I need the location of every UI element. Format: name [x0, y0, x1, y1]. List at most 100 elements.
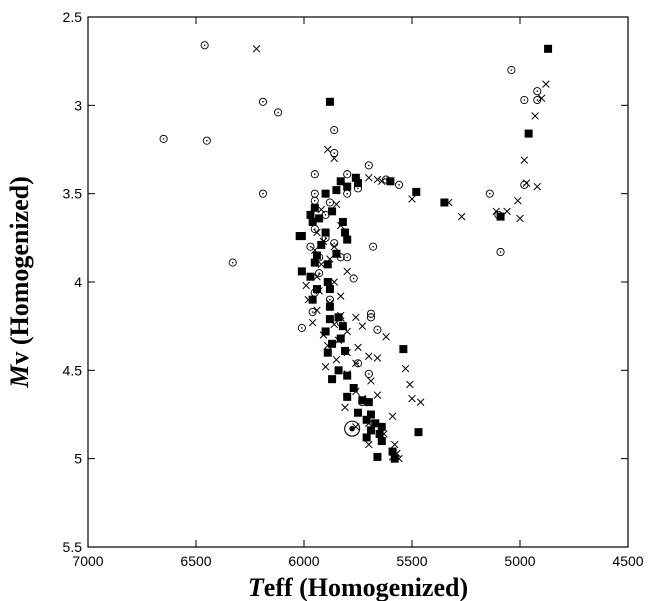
circle-dot-point [343, 189, 352, 198]
square-point [323, 348, 332, 357]
y-tick-label: 4 [74, 274, 82, 290]
cross-point [373, 175, 382, 184]
cross-point [336, 311, 345, 320]
cross-point [408, 394, 416, 403]
square-point [308, 295, 317, 304]
cross-point [313, 306, 321, 315]
cross-point [416, 398, 425, 406]
cross-point [358, 322, 367, 330]
cross-point [378, 177, 386, 186]
y-axis-title-rest: v (Homogenized) [5, 176, 34, 364]
circle-dot-point [485, 189, 494, 198]
cross-point [326, 299, 334, 307]
square-point [310, 203, 319, 212]
circle-dot-point [366, 313, 376, 322]
cross-point [352, 313, 360, 322]
cross-point [311, 246, 319, 254]
y-tick-label: 3 [74, 97, 82, 113]
x-tick-label: 7000 [72, 553, 103, 569]
cross-point [324, 341, 332, 350]
cross-point [354, 343, 362, 352]
square-point [414, 428, 423, 437]
circle-dot-point [373, 325, 382, 334]
cross-point [393, 449, 401, 458]
square-point [341, 228, 350, 237]
cross-point [313, 228, 321, 237]
square-point [306, 210, 315, 219]
square-point [336, 177, 345, 186]
cross-point [537, 94, 546, 103]
square-point [388, 447, 397, 456]
cross-point [406, 380, 414, 389]
square-point [412, 187, 421, 196]
cross-point [319, 237, 328, 246]
square-point [375, 429, 384, 438]
x-axis-title-italic: T [248, 573, 265, 601]
square-point [321, 189, 330, 198]
y-tick-label: 4.5 [63, 362, 83, 378]
square-point [399, 345, 408, 354]
cross-point [332, 200, 341, 209]
square-point [308, 217, 317, 226]
circle-dot-point [533, 87, 542, 96]
square-point [362, 415, 371, 424]
cross-point [373, 354, 382, 362]
square-point [323, 260, 332, 269]
circle-dot-point [520, 95, 529, 105]
cross-point [341, 403, 349, 412]
cross-point [343, 348, 351, 357]
square-point [366, 410, 375, 419]
cross-point [444, 198, 453, 207]
square-point [354, 408, 362, 417]
cross-point [304, 295, 313, 304]
circle-dot-point [533, 95, 542, 105]
cross-point [336, 292, 345, 300]
cross-point [531, 112, 539, 120]
circle-dot-point [325, 295, 334, 304]
cross-point [343, 370, 351, 378]
circle-dot-point [364, 369, 373, 378]
circle-dot-point [369, 242, 378, 251]
square-point [440, 198, 449, 207]
circle-dot-point [258, 189, 268, 198]
cross-point [330, 278, 338, 286]
circle-dot-point [353, 359, 363, 368]
square-point [317, 240, 326, 249]
square-point [297, 267, 306, 276]
square-point [325, 285, 334, 294]
circle-dot-point [310, 170, 319, 179]
cross-point [313, 272, 321, 281]
cross-point [516, 214, 524, 223]
square-point [325, 97, 334, 106]
cross-point [503, 207, 511, 216]
cross-point [365, 419, 373, 428]
cross-point [408, 195, 416, 203]
circle-dot-point [343, 170, 352, 179]
cross-point [302, 281, 310, 290]
cross-point [308, 318, 317, 327]
square-point [343, 371, 352, 380]
circle-dot-point [330, 126, 339, 135]
cross-point [317, 205, 326, 214]
x-tick-label: 5000 [504, 553, 535, 569]
cross-point [514, 196, 522, 205]
circle-dot-point [297, 323, 306, 332]
cross-point [343, 327, 351, 336]
cross-point [321, 363, 330, 371]
cross-point [401, 364, 410, 373]
cross-point [367, 377, 375, 385]
square-point [349, 384, 358, 392]
square-point [377, 437, 386, 445]
y-tick-label: 2.5 [63, 9, 83, 25]
square-point [332, 186, 341, 195]
y-axis-title-italic: M [5, 364, 34, 389]
circle-dot-point [325, 198, 334, 207]
cross-point [520, 156, 529, 164]
square-point [323, 278, 332, 286]
square-point [328, 339, 337, 348]
square-point [321, 327, 330, 336]
cross-point [330, 242, 338, 251]
cross-point [365, 352, 373, 360]
square-point [325, 315, 334, 324]
